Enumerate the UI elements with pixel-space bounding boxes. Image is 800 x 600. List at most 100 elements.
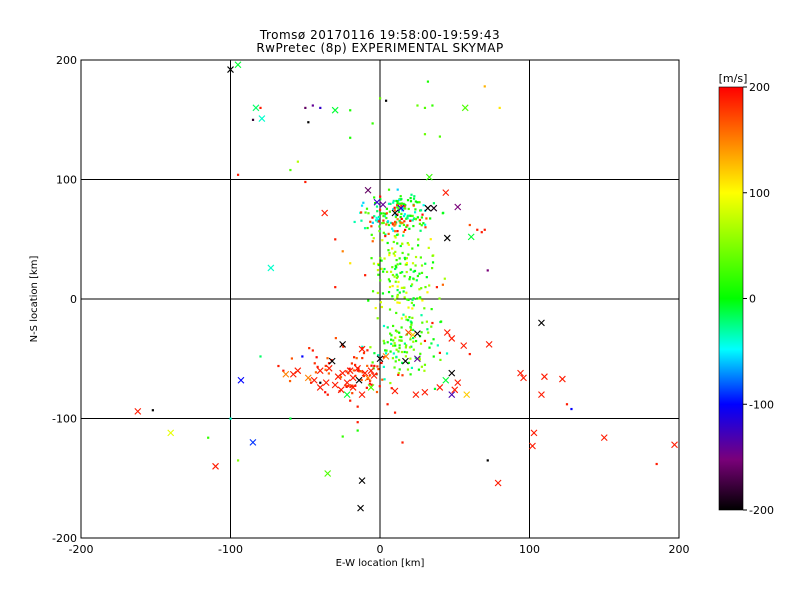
data-dot (391, 222, 394, 225)
data-dot (400, 335, 403, 339)
colorbar: [m/s] 200 100 0 -100 -200 (719, 72, 774, 517)
data-dot (405, 262, 408, 265)
data-dot (409, 326, 412, 329)
data-dot (390, 334, 393, 337)
data-dot (421, 213, 424, 216)
marker-stroke (367, 367, 375, 375)
data-points (134, 61, 678, 512)
data-dot (377, 218, 380, 221)
marker-stroke (405, 329, 412, 336)
data-dot (313, 362, 316, 365)
marker-stroke (346, 367, 354, 375)
data-dot (390, 342, 393, 346)
data-marker-x (167, 429, 175, 437)
data-marker-x (448, 335, 456, 342)
data-dot (353, 220, 356, 224)
data-dot (377, 273, 380, 276)
x-axis-label: E-W location [km] (336, 558, 425, 569)
data-dot (371, 240, 374, 243)
data-dot (393, 366, 396, 369)
data-dot (349, 399, 352, 402)
data-dot (395, 204, 399, 207)
data-dot (443, 277, 446, 280)
data-dot (367, 299, 370, 302)
data-dot (408, 346, 412, 349)
data-dot (409, 338, 412, 341)
data-dot (381, 292, 385, 295)
data-dot (358, 370, 361, 373)
data-dot (480, 231, 483, 234)
data-marker-x (424, 204, 432, 212)
marker-stroke (442, 189, 450, 197)
marker-stroke (460, 342, 468, 349)
data-dot (327, 372, 330, 375)
data-dot (375, 372, 378, 376)
data-dot (431, 261, 435, 264)
data-marker-x (343, 391, 351, 398)
data-marker-x (425, 173, 433, 181)
data-dot (414, 264, 417, 267)
data-dot (410, 366, 414, 370)
data-dot (438, 297, 441, 300)
data-dot (396, 230, 399, 233)
data-dot (151, 409, 154, 412)
data-dot (368, 379, 372, 382)
marker-stroke (448, 369, 456, 377)
data-marker-x (321, 209, 329, 217)
data-dot (381, 378, 384, 381)
data-dot (400, 217, 403, 221)
data-dot (346, 384, 350, 388)
data-dot (416, 216, 419, 219)
data-dot (374, 201, 377, 205)
data-marker-x (249, 439, 257, 446)
data-dot (395, 273, 398, 276)
data-dot (410, 283, 414, 286)
data-dot (400, 202, 404, 205)
data-dot (319, 381, 322, 384)
marker-stroke (600, 434, 608, 442)
data-dot (391, 357, 395, 360)
data-dot (407, 361, 410, 364)
data-dot (396, 218, 399, 221)
data-marker-x (282, 370, 290, 378)
data-dot (397, 280, 400, 284)
data-dot (371, 290, 375, 293)
data-dot (570, 407, 573, 411)
data-dot (403, 213, 406, 216)
data-dot (341, 435, 344, 438)
data-dot (432, 338, 435, 341)
data-marker-x (331, 381, 339, 389)
data-marker-x (373, 198, 381, 206)
marker-stroke (412, 391, 420, 398)
data-dot (404, 207, 407, 210)
data-dot (399, 271, 402, 275)
data-dot (565, 403, 569, 406)
data-dot (394, 360, 397, 363)
data-dot (380, 305, 384, 309)
data-dot (402, 223, 406, 227)
data-dot (400, 326, 403, 329)
data-dot (394, 280, 397, 283)
data-dot (412, 340, 415, 343)
data-dot (324, 364, 327, 367)
data-dot (398, 358, 401, 362)
data-dot (393, 411, 397, 414)
data-dot (401, 374, 404, 377)
data-dot (385, 216, 388, 220)
data-dot (394, 236, 397, 239)
data-dot (413, 269, 417, 273)
data-marker-x (442, 376, 450, 384)
data-dot (398, 335, 402, 338)
marker-stroke (367, 384, 375, 391)
chart-subtitle: RwPretec (8p) EXPERIMENTAL SKYMAP (256, 41, 503, 55)
data-dot (414, 200, 417, 203)
data-dot (431, 104, 434, 107)
data-dot (420, 216, 424, 219)
data-dot (398, 291, 401, 294)
data-dot (428, 284, 431, 287)
data-marker-x (443, 329, 451, 336)
data-dot (395, 355, 398, 358)
data-dot (398, 224, 401, 228)
data-dot (402, 214, 406, 218)
data-dot (468, 352, 471, 356)
